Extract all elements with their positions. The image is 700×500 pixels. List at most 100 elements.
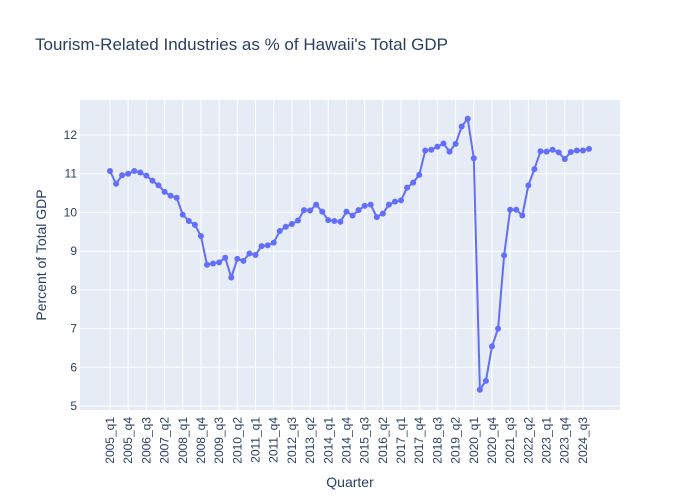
data-point (488, 343, 495, 350)
data-points (107, 115, 592, 393)
data-point (452, 140, 459, 147)
data-point (537, 148, 544, 155)
data-point (107, 168, 113, 175)
data-point (464, 115, 471, 122)
x-axis-label: Quarter (326, 474, 374, 490)
data-point (167, 192, 174, 199)
data-point (143, 172, 150, 179)
data-point (301, 207, 308, 214)
x-tick-label: 2019_q2 (449, 417, 463, 464)
data-point (191, 221, 198, 228)
y-tick-label: 9 (70, 244, 77, 258)
plot-area (80, 100, 620, 410)
data-point (361, 202, 368, 209)
data-point (258, 243, 265, 250)
data-point (173, 194, 180, 201)
data-point (204, 261, 211, 268)
data-point (197, 233, 204, 240)
data-point (228, 274, 235, 281)
chart-title: Tourism-Related Industries as % of Hawai… (35, 35, 448, 54)
x-tick-labels: 2005_q1 2005_q4 2006_q3 2007_q2 2008_q1 2008_… (103, 417, 590, 464)
data-point (385, 201, 392, 208)
data-point (507, 206, 514, 213)
x-tick-label: 2023_q4 (558, 417, 572, 464)
y-tick-labels: 5 6 7 8 9 10 11 12 (64, 128, 78, 413)
data-point (586, 145, 592, 152)
y-tick-label: 5 (70, 399, 77, 413)
data-point (276, 228, 283, 235)
data-point (404, 184, 411, 191)
data-point (519, 212, 526, 219)
data-point (555, 149, 562, 156)
data-point (561, 156, 568, 163)
data-point (131, 168, 138, 175)
data-point (458, 123, 465, 130)
data-point (440, 140, 447, 147)
data-point (434, 143, 441, 150)
data-point (513, 206, 520, 213)
data-point (222, 254, 229, 261)
data-point (288, 221, 295, 228)
data-point (246, 250, 253, 257)
data-point (240, 257, 247, 264)
data-point (482, 377, 489, 384)
x-tick-label: 2020_q4 (485, 417, 499, 464)
y-axis-label: Percent of Total GDP (33, 189, 49, 320)
data-point (476, 386, 483, 393)
data-point (270, 239, 277, 246)
x-tick-label: 2014_q1 (321, 417, 335, 464)
x-tick-label: 2005_q4 (121, 417, 135, 464)
x-tick-label: 2008_q1 (176, 417, 190, 464)
y-tick-label: 12 (64, 128, 78, 142)
x-tick-label: 2023_q1 (540, 417, 554, 464)
data-point (379, 210, 386, 217)
y-tick-label: 6 (70, 360, 77, 374)
x-tick-label: 2014_q4 (339, 417, 353, 464)
data-point (579, 147, 586, 154)
x-tick-label: 2012_q3 (285, 417, 299, 464)
data-point (125, 170, 132, 177)
y-tick-label: 10 (64, 205, 78, 219)
gridlines (80, 100, 620, 410)
x-tick-label: 2011_q1 (249, 417, 263, 463)
x-tick-label: 2017_q1 (394, 417, 408, 464)
data-point (137, 169, 144, 176)
data-point (531, 166, 538, 173)
data-point (549, 146, 556, 153)
x-tick-label: 2018_q3 (430, 417, 444, 464)
data-point (470, 155, 477, 162)
x-tick-label: 2013_q2 (303, 417, 317, 464)
data-point (410, 179, 417, 186)
data-point (119, 172, 126, 179)
data-point (343, 208, 350, 215)
data-point (313, 201, 320, 208)
data-point (307, 207, 314, 214)
data-point (149, 177, 156, 184)
data-point (567, 149, 574, 156)
data-point (337, 218, 344, 225)
data-point (573, 147, 580, 154)
y-tick-label: 7 (70, 322, 77, 336)
data-point (113, 180, 120, 187)
data-point (543, 148, 550, 155)
x-tick-label: 2010_q2 (230, 417, 244, 464)
data-point (501, 252, 508, 259)
data-point (319, 208, 326, 215)
data-point (367, 201, 374, 208)
x-tick-label: 2009_q3 (212, 417, 226, 464)
data-point (355, 207, 362, 214)
data-point (349, 212, 356, 219)
data-point (161, 188, 168, 195)
data-point (373, 214, 380, 221)
x-tick-label: 2021_q3 (503, 417, 517, 464)
data-point (428, 146, 435, 153)
data-point (495, 325, 502, 332)
data-point (416, 171, 423, 178)
x-tick-label: 2024_q3 (576, 417, 590, 464)
data-point (325, 217, 332, 224)
data-point (391, 198, 398, 205)
x-tick-label: 2022_q2 (521, 417, 535, 464)
x-tick-label: 2006_q3 (139, 417, 153, 464)
